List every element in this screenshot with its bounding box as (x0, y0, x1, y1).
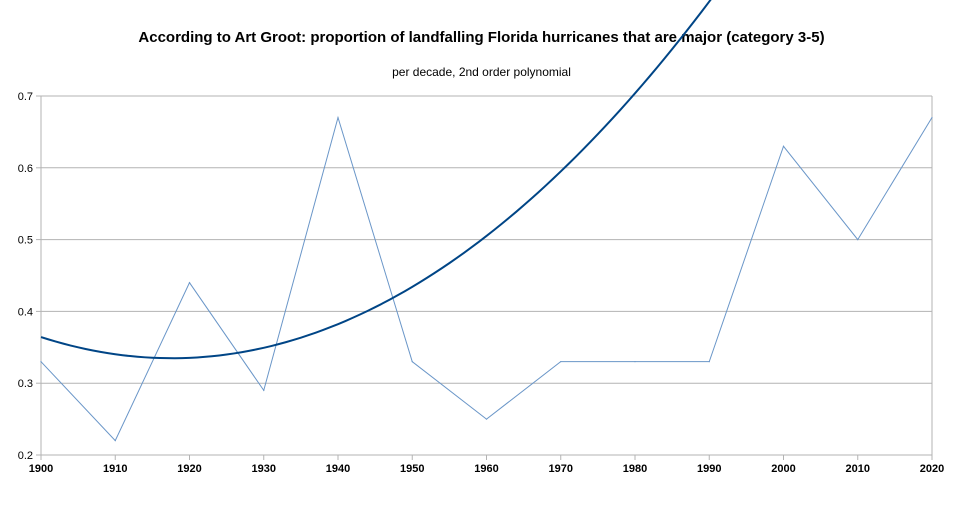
axes (36, 95, 933, 460)
x-tick-label: 1920 (177, 463, 201, 475)
x-tick-label: 1900 (29, 463, 53, 475)
data-point (485, 418, 488, 420)
chart-title: According to Art Groot: proportion of la… (138, 29, 825, 46)
chart-subtitle: per decade, 2nd order polynomial (392, 65, 571, 79)
x-tick-label: 2000 (771, 463, 795, 475)
data-point (188, 282, 191, 284)
x-tick-label: 1910 (103, 463, 127, 475)
data-point (560, 361, 562, 363)
data-point (708, 361, 710, 363)
x-tick-label: 1970 (549, 463, 573, 475)
data-series (40, 115, 933, 442)
data-point (782, 145, 785, 147)
x-tick-label: 1990 (697, 463, 721, 475)
y-tick-label: 0.3 (18, 378, 33, 390)
y-tick-labels: 0.2 0.3 0.4 0.5 0.6 0.7 (18, 91, 33, 462)
y-tick-label: 0.4 (18, 306, 33, 318)
data-point (337, 116, 339, 119)
x-tick-label: 2020 (920, 463, 944, 475)
x-tick-label: 1940 (326, 463, 350, 475)
data-point (634, 361, 636, 363)
y-tick-label: 0.5 (18, 235, 33, 247)
data-point (857, 239, 859, 241)
trendline-curve (40, 0, 712, 360)
data-point (263, 389, 265, 391)
data-point (931, 116, 933, 119)
grid-lines (41, 95, 932, 456)
series-line (40, 115, 933, 442)
trendline (40, 0, 712, 360)
x-tick-label: 1960 (474, 463, 498, 475)
y-tick-label: 0.2 (18, 450, 33, 462)
data-point (114, 440, 116, 442)
x-tick-label: 2010 (846, 463, 870, 475)
y-tick-label: 0.6 (18, 163, 33, 175)
x-tick-label: 1950 (400, 463, 424, 475)
y-tick-label: 0.7 (18, 91, 33, 103)
x-tick-label: 1980 (623, 463, 647, 475)
data-point (40, 361, 42, 363)
x-tick-label: 1930 (252, 463, 276, 475)
data-point (411, 361, 413, 363)
x-tick-labels: 1900 1910 1920 1930 1940 1950 1960 1970 1980 1990… (29, 463, 944, 475)
